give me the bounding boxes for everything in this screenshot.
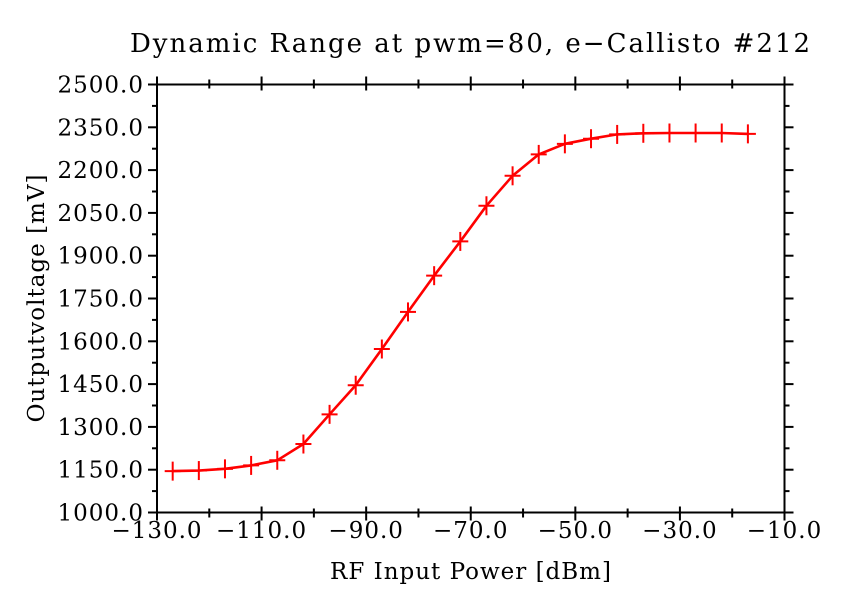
- x-tick-label: −10.0: [747, 518, 822, 544]
- y-tick-label: 1600.0: [58, 329, 144, 355]
- y-tick-label: 1450.0: [58, 372, 144, 398]
- y-tick-label: 1150.0: [58, 458, 144, 484]
- y-tick-label: 2050.0: [58, 201, 144, 227]
- y-axis-label: Outputvoltage [mV]: [24, 174, 50, 423]
- x-tick-label: −70.0: [433, 518, 508, 544]
- x-tick-label: −130.0: [111, 518, 202, 544]
- y-tick-label: 1000.0: [58, 501, 144, 527]
- tick-labels-layer: −130.0 −110.0 −90.0 −70.0 −50.0 −30.0 −10.0 100…: [58, 73, 822, 545]
- y-tick-label: 2200.0: [58, 158, 144, 184]
- y-tick-label: 2350.0: [58, 115, 144, 141]
- y-tick-label: 1900.0: [58, 244, 144, 270]
- y-tick-label: 2500.0: [58, 73, 144, 99]
- plot-box-layer: [156, 83, 786, 514]
- x-axis-label: RF Input Power [dBm]: [330, 559, 612, 585]
- ticks-layer: [148, 76, 794, 521]
- x-tick-label: −90.0: [328, 518, 403, 544]
- data-line: [172, 131, 748, 473]
- data-series-layer: [164, 123, 756, 481]
- y-tick-label: 1750.0: [58, 287, 144, 313]
- chart-title: Dynamic Range at pwm=80, e−Callisto #212: [130, 29, 812, 59]
- x-tick-label: −50.0: [538, 518, 613, 544]
- plot-box: [156, 83, 786, 514]
- x-tick-label: −30.0: [642, 518, 717, 544]
- x-tick-label: −110.0: [216, 518, 307, 544]
- y-tick-label: 1300.0: [58, 415, 144, 441]
